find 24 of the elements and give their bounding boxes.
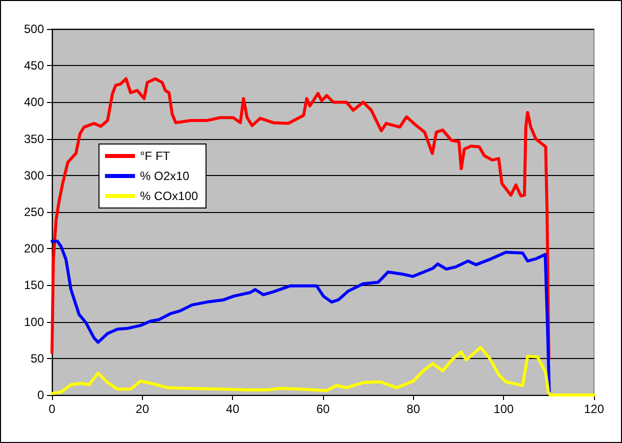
y-tick-label: 100 <box>24 314 44 329</box>
line-series <box>50 240 551 394</box>
x-tick-label: 40 <box>226 402 240 416</box>
y-tick-label: 50 <box>30 351 44 366</box>
legend-label: % COx100 <box>140 189 198 203</box>
y-tick-label: 250 <box>24 205 44 219</box>
x-tick-label: 80 <box>406 402 420 416</box>
y-tick-label: 400 <box>24 95 44 110</box>
legend-label: % O2x10 <box>140 169 190 183</box>
x-tick-label: 0 <box>48 402 56 416</box>
y-tick-label: 300 <box>24 168 44 182</box>
y-tick-label: 0 <box>37 388 44 402</box>
x-tick-label: 100 <box>494 402 514 416</box>
y-tick-label: 150 <box>24 278 44 292</box>
x-tick-label: 60 <box>316 402 330 416</box>
line-series <box>50 77 550 361</box>
legend-label: °F FT <box>140 149 171 163</box>
x-tick-label: 120 <box>584 402 604 416</box>
line-series <box>50 346 596 396</box>
y-tick-label: 450 <box>24 58 44 73</box>
x-tick-label: 20 <box>136 402 150 416</box>
y-tick-label: 200 <box>24 242 44 256</box>
y-tick-label: 350 <box>24 132 44 146</box>
y-tick-label: 500 <box>24 22 44 36</box>
